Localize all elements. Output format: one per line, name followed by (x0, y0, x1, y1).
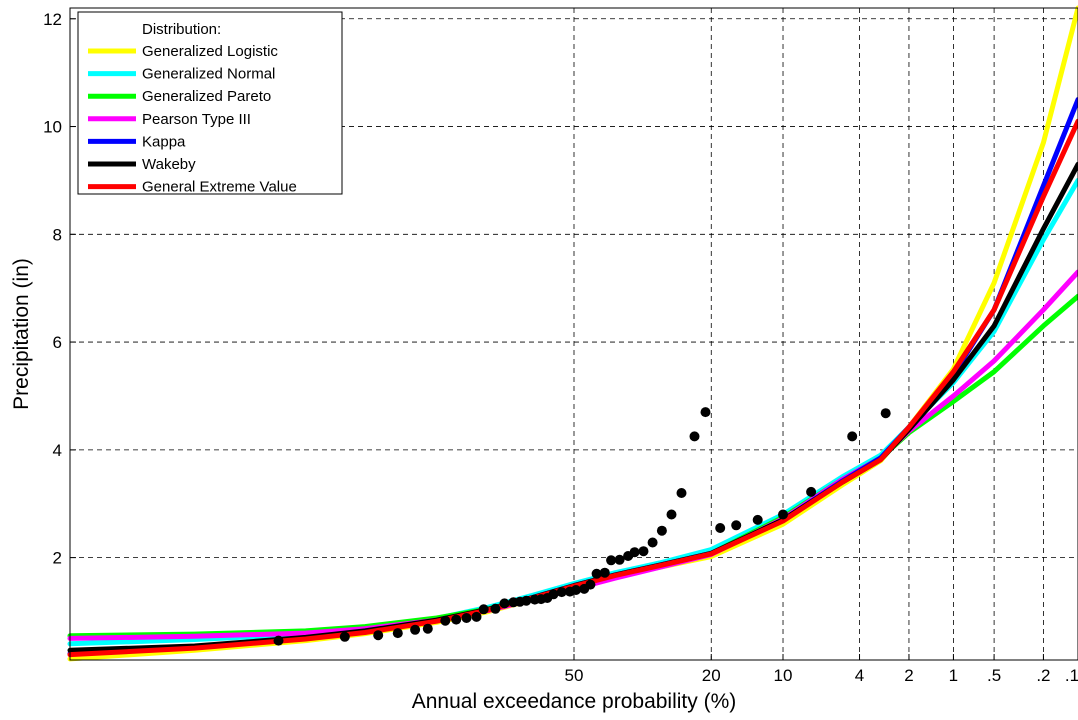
x-tick-label: .2 (1036, 666, 1050, 685)
observation-points (273, 407, 891, 646)
tick-labels: 50 20 10 4 2 1 .5 .2 .1 2 4 6 8 10 12 (43, 10, 1078, 685)
observation-point (490, 603, 501, 614)
legend-label: Pearson Type III (142, 111, 251, 128)
observation-point (731, 520, 742, 531)
x-axis-label: Annual exceedance probability (%) (412, 690, 737, 713)
observation-point (471, 611, 482, 622)
observation-point (847, 431, 858, 442)
observation-point (591, 568, 602, 579)
series-lines (67, 5, 1078, 662)
observation-point (422, 623, 433, 634)
legend-items: Generalized Logistic Generalized Normal Ge… (88, 43, 297, 196)
observation-point (880, 408, 891, 419)
observation-point (638, 546, 649, 557)
observation-point (273, 635, 284, 646)
observation-point (715, 523, 726, 533)
observation-point (440, 615, 451, 626)
legend-label: Generalized Normal (142, 66, 275, 83)
observation-point (752, 514, 763, 525)
legend: Distribution: Generalized LogisticGenera… (77, 11, 343, 196)
observation-point (629, 547, 640, 558)
x-tick-label: 1 (949, 666, 958, 685)
observation-point (778, 509, 788, 520)
observation-point (410, 624, 421, 635)
x-tick-label: 2 (904, 666, 913, 685)
legend-label: Generalized Pareto (142, 88, 271, 105)
legend-title: Distribution: (142, 21, 221, 38)
observation-point (656, 525, 667, 536)
observation-point (373, 630, 384, 641)
observation-point (647, 537, 658, 548)
x-tick-label: 10 (774, 666, 793, 685)
y-tick-label: 6 (53, 333, 62, 352)
observation-point (806, 486, 817, 497)
x-tick-label: 20 (702, 666, 721, 685)
grid (70, 8, 1078, 660)
observation-point (451, 614, 462, 625)
y-tick-label: 2 (53, 549, 62, 568)
observation-point (689, 431, 700, 442)
observation-point (666, 509, 677, 520)
x-tick-label: .5 (987, 666, 1001, 685)
observation-point (614, 554, 625, 565)
legend-label: Wakeby (142, 156, 196, 173)
observation-point (499, 598, 510, 609)
x-tick-label: 50 (565, 666, 584, 685)
observation-point (461, 613, 472, 623)
legend-label: Kappa (142, 133, 186, 150)
observation-point (521, 595, 532, 606)
legend-label: General Extreme Value (142, 179, 297, 196)
y-tick-label: 10 (43, 118, 62, 137)
x-tick-label: .1 (1065, 666, 1078, 685)
observation-point (339, 631, 350, 642)
legend-label: Generalized Logistic (142, 43, 278, 60)
observation-point (392, 628, 403, 639)
observation-point (571, 585, 581, 595)
y-tick-label: 12 (43, 10, 62, 29)
observation-point (548, 589, 559, 600)
y-tick-label: 8 (53, 225, 62, 244)
observation-point (478, 604, 489, 615)
observation-point (676, 488, 687, 498)
series-line-general-extreme-value (67, 118, 1078, 658)
observation-point (556, 587, 567, 598)
observation-point (585, 579, 596, 590)
observation-point (700, 407, 711, 418)
y-tick-label: 4 (53, 441, 62, 460)
x-tick-label: 4 (855, 666, 864, 685)
observation-point (606, 555, 617, 566)
y-axis-label: Precipitation (in) (10, 258, 33, 410)
observation-point (599, 567, 610, 578)
